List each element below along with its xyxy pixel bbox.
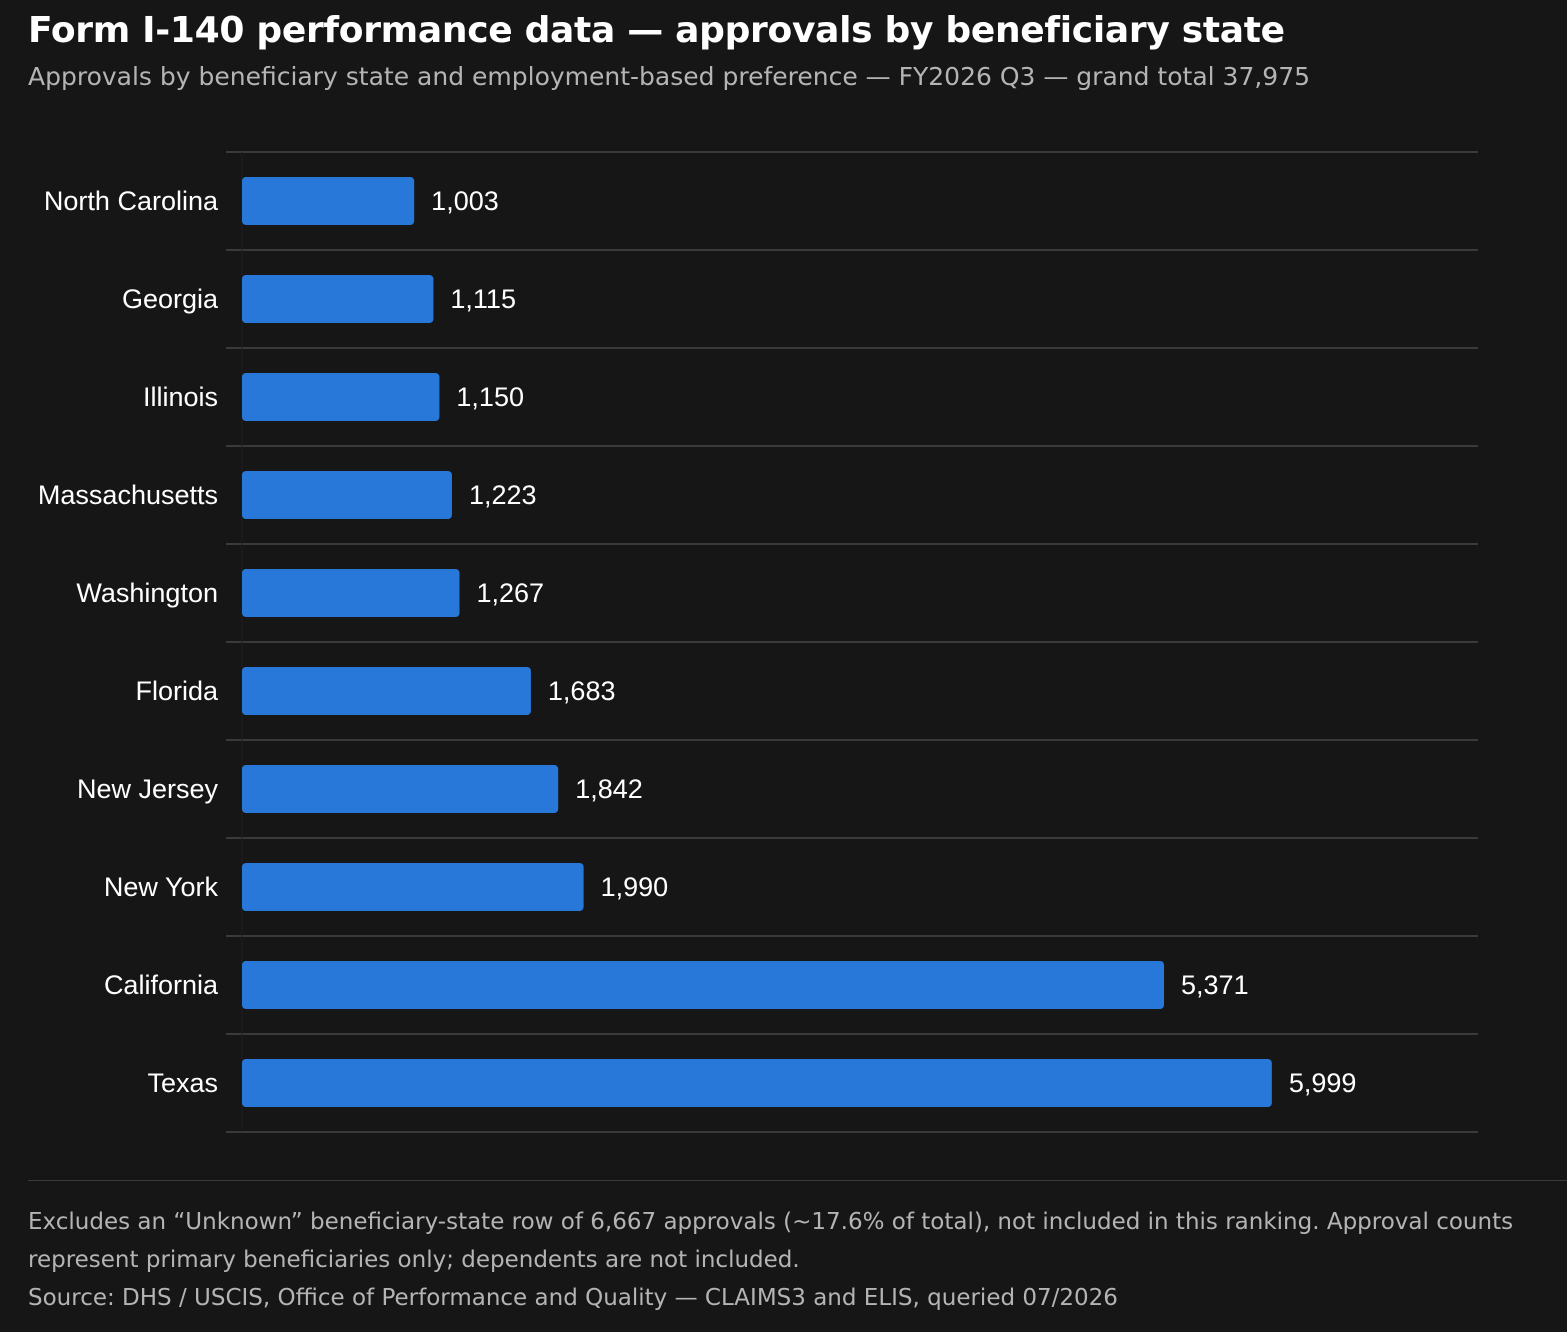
value-label: 1,842 [575,774,643,804]
bar-north-carolina [242,177,415,225]
category-label: North Carolina [44,186,219,216]
chart-title: Form I-140 performance data — approvals … [28,10,1285,51]
footer-divider [28,1180,1567,1181]
value-label: 5,371 [1181,970,1249,1000]
value-label: 1,223 [469,480,537,510]
value-label: 1,267 [477,578,545,608]
category-label: California [104,970,219,1000]
bar-illinois [242,373,440,421]
value-label: 1,003 [431,186,499,216]
source-line: Source: DHS / USCIS, Office of Performan… [28,1285,1118,1311]
chart-footer: Excludes an “Unknown” beneficiary-state … [28,1203,1553,1317]
bar-florida [242,667,531,715]
value-label: 1,115 [450,284,516,314]
category-label: Texas [147,1068,218,1098]
category-label: Massachusetts [38,480,218,510]
bar-new-york [242,863,584,911]
bar-chart: North Carolina 1,003 Georgia 1,115 Illinois 1… [38,151,1478,1133]
category-label: Washington [76,578,218,608]
value-label: 5,999 [1289,1068,1357,1098]
bar-new-jersey [242,765,559,813]
bar-texas [242,1059,1272,1107]
value-label: 1,683 [548,676,616,706]
value-label: 1,990 [601,872,669,902]
category-label: Illinois [143,382,218,412]
category-label: Florida [135,676,219,706]
bar-massachusetts [242,471,452,519]
category-label: New Jersey [77,774,219,804]
footer-note: Excludes an “Unknown” beneficiary-state … [28,1209,1514,1273]
chart-subtitle: Approvals by beneficiary state and emplo… [28,62,1311,91]
category-label: Georgia [122,284,219,314]
category-label: New York [104,872,219,902]
bar-california [242,961,1165,1009]
bar-georgia [242,275,434,323]
value-label: 1,150 [456,382,524,412]
bar-washington [242,569,460,617]
